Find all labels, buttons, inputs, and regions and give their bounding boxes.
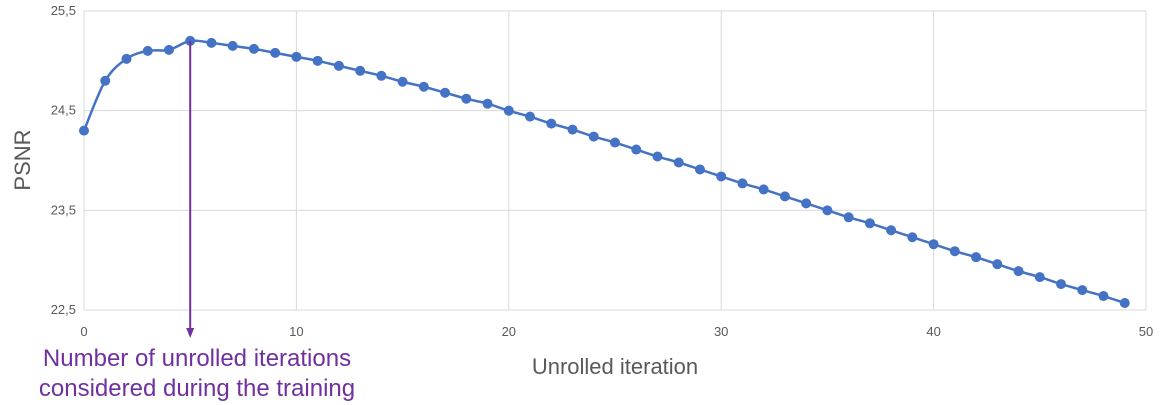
data-point (418, 81, 429, 92)
data-point (291, 51, 302, 62)
data-point (758, 184, 769, 195)
x-axis-title: Unrolled iteration (532, 354, 698, 379)
y-tick-label: 22,5 (51, 302, 76, 317)
data-point (737, 178, 748, 189)
x-tick-label: 10 (289, 324, 303, 339)
data-point (1056, 279, 1067, 290)
data-point (142, 45, 153, 56)
annotation-line-2: considered during the training (38, 375, 356, 402)
data-point (949, 246, 960, 257)
data-point (1119, 298, 1130, 309)
data-point (100, 75, 111, 86)
annotation-arrow-head (186, 328, 195, 338)
data-point (482, 98, 493, 109)
data-point (864, 218, 875, 229)
y-tick-label: 25,5 (51, 3, 76, 18)
annotation-label: Number of unrolled iterations considered… (27, 344, 367, 404)
y-tick-labels: 22,5 23,5 24,5 25,5 (51, 3, 76, 317)
data-point (503, 105, 514, 116)
data-point (843, 212, 854, 223)
x-tick-labels: 0 10 20 30 40 50 (80, 324, 1153, 339)
data-point (376, 70, 387, 81)
data-point (355, 65, 366, 76)
x-tick-label: 50 (1139, 324, 1153, 339)
data-point (546, 118, 557, 129)
data-point (79, 125, 89, 136)
data-point (907, 232, 918, 243)
data-point (631, 144, 642, 155)
y-axis-title: PSNR (10, 129, 35, 190)
y-tick-label: 24,5 (51, 103, 76, 118)
data-point (1034, 272, 1045, 283)
data-point (461, 93, 472, 104)
data-point (928, 239, 939, 250)
data-point (652, 151, 663, 162)
data-point (397, 76, 408, 87)
data-point (312, 55, 323, 66)
data-point (227, 40, 238, 51)
data-point (992, 259, 1003, 270)
annotation-arrow (186, 40, 195, 338)
data-point (1013, 266, 1024, 277)
x-tick-label: 30 (714, 324, 728, 339)
data-point (716, 171, 727, 182)
data-point (248, 43, 259, 54)
data-point (270, 47, 281, 58)
series-line (82, 39, 1126, 305)
data-point (163, 44, 174, 55)
x-tick-label: 20 (502, 324, 516, 339)
data-point (1098, 291, 1109, 302)
x-tick-label: 0 (80, 324, 87, 339)
grid-lines (83, 10, 1147, 311)
data-point (588, 131, 599, 142)
data-point (1077, 285, 1088, 296)
series-points (79, 35, 1130, 309)
data-point (333, 60, 344, 71)
data-point (206, 37, 217, 48)
data-point (822, 205, 833, 216)
data-point (971, 252, 982, 263)
data-point (525, 111, 536, 122)
data-point (801, 198, 812, 209)
data-point (886, 225, 897, 236)
data-point (567, 124, 578, 135)
data-point (694, 164, 705, 175)
x-tick-label: 40 (926, 324, 940, 339)
data-point (121, 53, 132, 64)
data-point (673, 157, 684, 168)
data-point (779, 191, 790, 202)
y-tick-label: 23,5 (51, 202, 76, 217)
data-point (440, 87, 451, 98)
annotation-line-1: Number of unrolled iterations (42, 345, 352, 372)
data-point (610, 137, 620, 148)
